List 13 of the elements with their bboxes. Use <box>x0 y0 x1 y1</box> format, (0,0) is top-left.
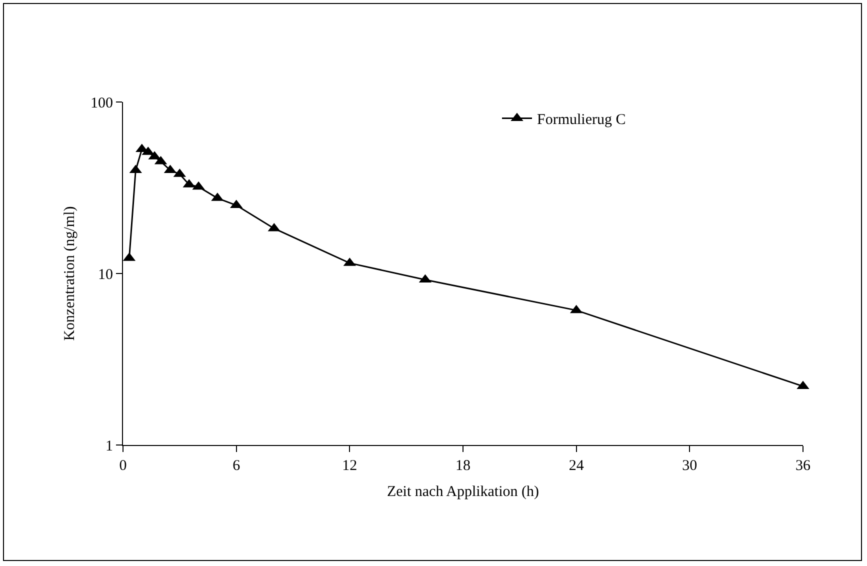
x-axis-title: Zeit nach Applikation (h) <box>386 484 540 500</box>
legend-label: Formulierug C <box>537 112 626 128</box>
y-axis-title: Konzentration (ng/ml) <box>62 206 78 341</box>
x-tick-label: 12 <box>342 458 358 474</box>
x-tick-label: 36 <box>796 458 811 474</box>
x-tick-label: 24 <box>568 458 584 474</box>
x-tick-label: 6 <box>232 458 241 474</box>
x-tick-label: 30 <box>682 458 698 474</box>
y-tick-label: 100 <box>90 95 113 112</box>
x-tick-label: 0 <box>119 458 127 474</box>
y-tick-label: 10 <box>98 266 113 283</box>
x-tick-label: 18 <box>456 458 470 474</box>
y-tick-label: 1 <box>106 438 113 454</box>
